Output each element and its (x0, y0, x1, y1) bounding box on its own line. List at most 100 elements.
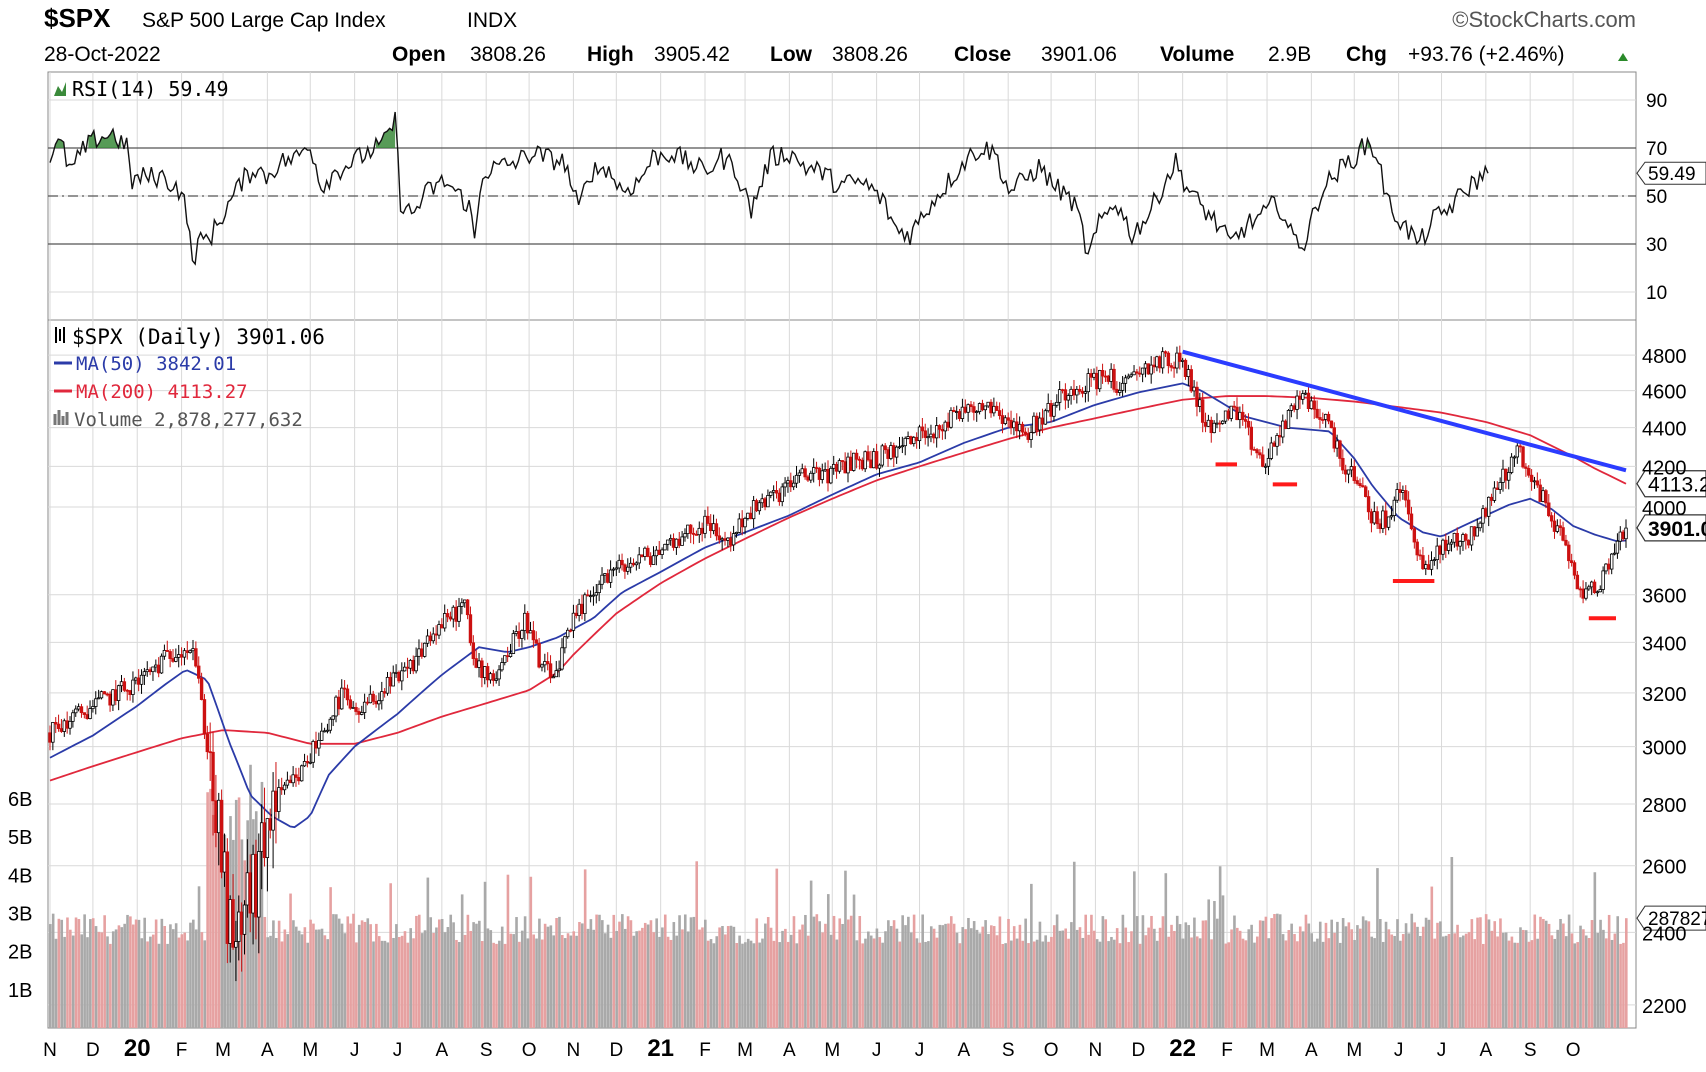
price-candle-body (646, 547, 650, 557)
volume-bar (1550, 935, 1554, 1028)
volume-bar (849, 915, 853, 1028)
volume-bar (912, 914, 916, 1028)
volume-bar (1058, 930, 1062, 1028)
volume-bar (1164, 873, 1168, 1028)
volume-bar (1619, 943, 1622, 1028)
price-candle-body (912, 436, 916, 445)
price-candle-body (322, 730, 327, 733)
price-candle-body (734, 531, 739, 534)
volume-bar (214, 833, 218, 1028)
price-candle-body (314, 740, 318, 749)
price-candle-body (700, 527, 704, 534)
volume-bar (1439, 921, 1442, 1028)
volume-bar (503, 943, 507, 1028)
price-candle-body (563, 636, 567, 649)
volume-bar (1499, 918, 1502, 1028)
price-candle-body (397, 671, 401, 682)
volume-bar (1101, 916, 1105, 1028)
price-candle-body (900, 445, 905, 448)
volume-bar (721, 926, 724, 1028)
volume-bar (126, 914, 129, 1028)
price-candle-body (1567, 544, 1571, 562)
volume-bar (1035, 939, 1039, 1028)
volume-bar (701, 927, 704, 1028)
volume-bar (1041, 941, 1045, 1028)
price-candle-body (857, 458, 862, 461)
volume-bar (360, 920, 364, 1028)
price-candle-body (1057, 389, 1062, 403)
volume-bar (741, 943, 744, 1028)
price-candle-body (809, 472, 813, 481)
price-candle-body (85, 714, 89, 719)
price-candle-body (1607, 563, 1611, 570)
volume-bar (949, 916, 953, 1028)
volume-bar (446, 927, 450, 1028)
price-candle-body (628, 562, 633, 568)
volume-bar (804, 914, 807, 1028)
volume-bar (1387, 929, 1391, 1028)
volume-bar (1110, 936, 1113, 1028)
price-candle-body (720, 538, 724, 541)
volume-bar (337, 918, 341, 1028)
volume-bar (686, 931, 690, 1028)
price-candle-body (640, 554, 644, 557)
price-candle-body (1098, 370, 1102, 390)
price-candle-body (437, 624, 441, 636)
volume-bar (478, 920, 481, 1028)
price-candle-body (1329, 420, 1334, 429)
x-tick-label: A (261, 1040, 274, 1061)
price-candle-body (660, 549, 664, 555)
price-candle-body (1209, 419, 1213, 434)
x-tick-label: 20 (124, 1035, 151, 1062)
volume-bar (166, 943, 169, 1028)
price-candle-body (159, 655, 164, 674)
price-candle-body (1138, 372, 1142, 375)
volume-bar (1067, 938, 1070, 1028)
price-candle-body (451, 606, 455, 620)
price-candle-body (1366, 496, 1371, 513)
price-candle-body (279, 787, 284, 791)
volume-bar (246, 820, 249, 1028)
volume-bar (1379, 919, 1382, 1028)
volume-bar (927, 941, 930, 1028)
volume-bar (915, 938, 919, 1028)
volume-bar (967, 917, 970, 1028)
price-candle-body (305, 761, 310, 764)
volume-bar (180, 934, 184, 1028)
volume-bar (151, 934, 155, 1028)
price-candle-body (966, 404, 970, 413)
volume-bar (538, 918, 541, 1028)
volume-bar (1244, 940, 1248, 1028)
volume-bar (1173, 930, 1176, 1028)
x-tick-label: N (1089, 1040, 1103, 1061)
ma200-legend-label: MA(200) 4113.27 (76, 381, 248, 403)
price-candle-body (1475, 527, 1479, 537)
price-candle-body (1498, 482, 1502, 490)
volume-bar (829, 934, 833, 1028)
volume-bar (766, 917, 770, 1028)
volume-bar (1461, 935, 1465, 1028)
price-candle-body (457, 605, 461, 622)
volume-bar (1470, 919, 1474, 1028)
price-candle-body (989, 401, 993, 414)
price-candle-body (431, 633, 435, 642)
x-tick-label: J (1437, 1040, 1447, 1061)
price-candle-body (766, 495, 770, 508)
volume-bar (626, 916, 630, 1028)
volume-value-tag (1636, 905, 1706, 931)
price-candle-body (1449, 541, 1454, 545)
price-candle-body (963, 406, 967, 413)
volume-bar (340, 923, 344, 1028)
price-candle-body (1026, 433, 1030, 440)
price-candle-body (1529, 474, 1534, 482)
volume-bar (320, 928, 324, 1028)
volume-bar (154, 919, 158, 1028)
price-candle-body (1518, 445, 1522, 448)
price-candle-body (237, 911, 241, 942)
price-candle-body (806, 476, 810, 481)
price-candle-body (843, 461, 847, 474)
volume-bar (1296, 941, 1299, 1028)
price-candle-body (586, 594, 590, 597)
volume-bar (303, 927, 307, 1028)
price-candle-body (1549, 515, 1554, 522)
